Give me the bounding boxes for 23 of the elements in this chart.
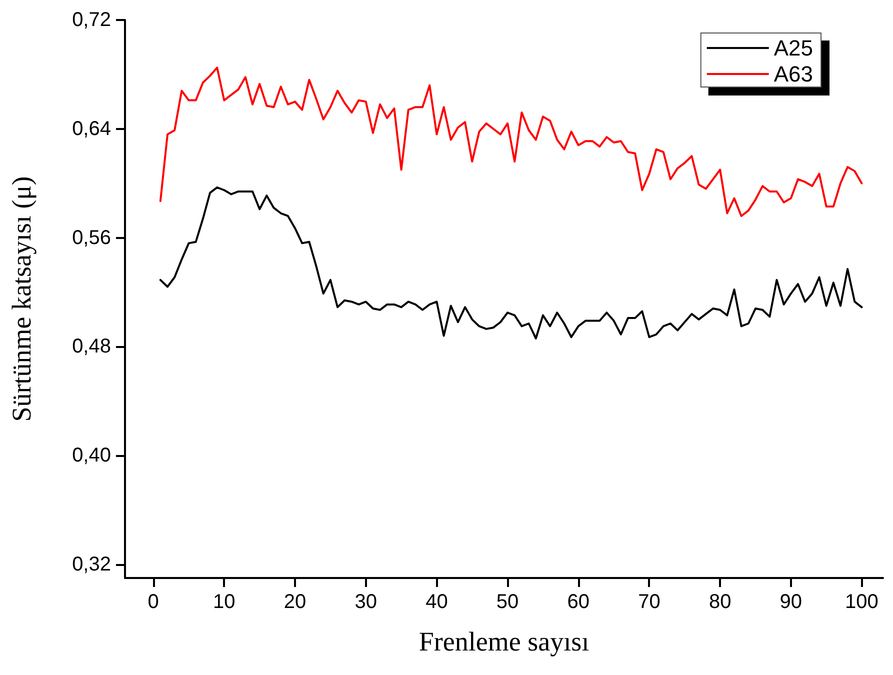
y-tick-label: 0,56 — [72, 226, 111, 249]
x-tick-label: 10 — [213, 591, 236, 613]
x-tick-label: 80 — [708, 591, 732, 613]
x-tick-label: 0 — [148, 591, 159, 613]
x-tick-label: 50 — [496, 591, 519, 613]
y-tick-label: 0,40 — [72, 444, 111, 467]
x-axis-title: Frenleme sayısı — [418, 626, 590, 656]
x-tick-label: 100 — [845, 591, 878, 613]
x-tick-label: 60 — [567, 591, 590, 613]
y-tick-label: 0,48 — [72, 336, 111, 358]
line-series — [159, 66, 863, 217]
legend-label: A25 — [774, 36, 814, 60]
x-tick-label: 40 — [426, 591, 448, 613]
x-tick-label: 20 — [284, 591, 306, 613]
x-tick-label: 70 — [638, 591, 660, 613]
y-tick-label: 0,32 — [72, 553, 111, 576]
y-tick-label: 0,64 — [72, 118, 111, 140]
x-tick-label: 90 — [780, 591, 802, 613]
x-tick-label: 30 — [354, 591, 377, 613]
y-axis-title: Sürtünme katsayısı (μ) — [6, 176, 36, 422]
y-tick-label: 0,72 — [72, 9, 111, 31]
line-series — [159, 186, 863, 340]
legend-label: A63 — [774, 62, 814, 86]
